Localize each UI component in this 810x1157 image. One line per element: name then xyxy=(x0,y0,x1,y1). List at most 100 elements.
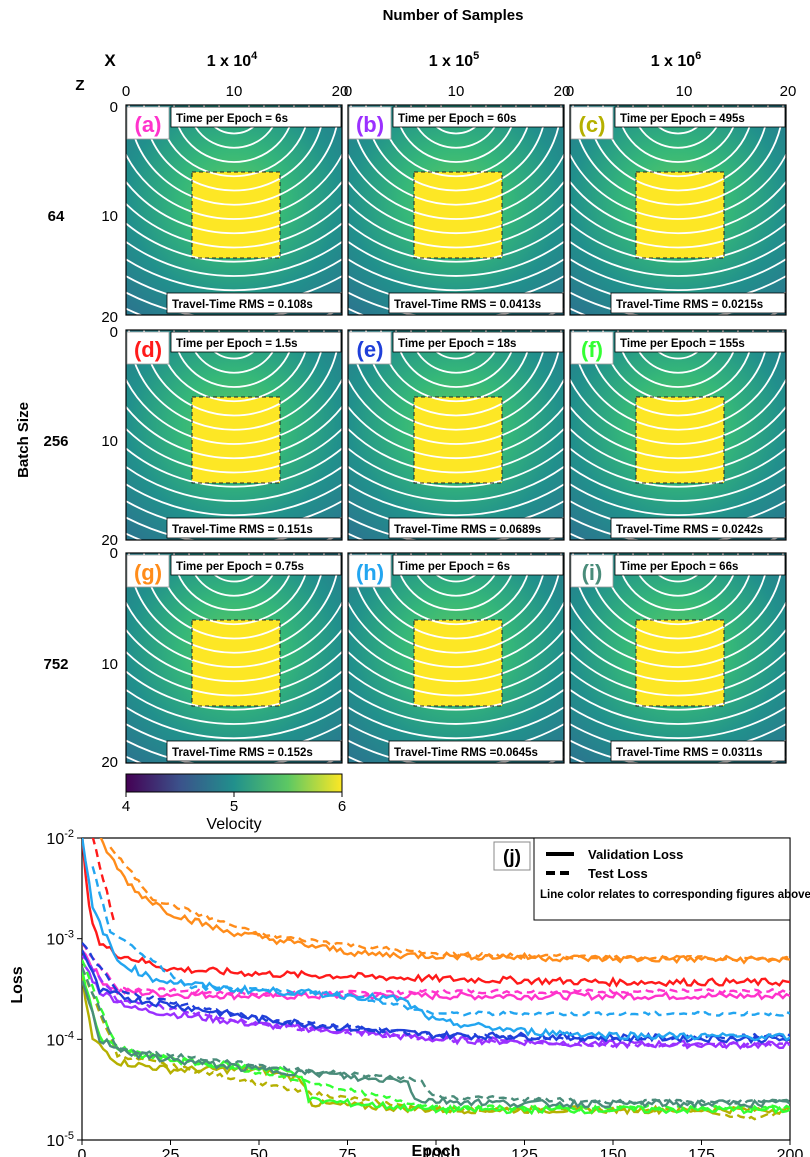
test-loss-line xyxy=(91,866,790,1017)
time-per-epoch-label: Time per Epoch = xyxy=(176,338,275,350)
z-tick-label: 10 xyxy=(101,433,118,450)
rms-box xyxy=(166,740,342,762)
panel-frame xyxy=(569,104,787,316)
x-tick-label: 10 xyxy=(448,83,465,100)
panel-tag: (b) xyxy=(356,112,384,137)
time-per-epoch-box xyxy=(392,331,564,353)
travel-time-rms-label: Travel-Time RMS = xyxy=(394,299,500,311)
legend-validation-label: Validation Loss xyxy=(588,847,683,862)
rms-box xyxy=(388,292,564,314)
panel-tag-j: (j) xyxy=(503,847,521,868)
time-per-epoch: Time per Epoch = 0.75s xyxy=(176,561,304,573)
velocity-panel: (c) Time per Epoch = 495s Travel-Time RMS … xyxy=(569,104,787,316)
test-loss-line xyxy=(109,846,790,962)
panel-frame xyxy=(347,329,565,541)
loss-series-group xyxy=(82,838,790,1121)
row-label-3: 752 xyxy=(43,656,68,673)
travel-time-rms: Travel-Time RMS =0.0645s xyxy=(394,747,538,759)
travel-time-rms-label: Travel-Time RMS = xyxy=(394,524,500,536)
anomaly-outline xyxy=(635,396,725,484)
x-tick-label: 200 xyxy=(777,1147,804,1157)
x-tick-label: 150 xyxy=(600,1147,627,1157)
travel-time-rms-value: 0.0645s xyxy=(496,747,538,759)
time-per-epoch-box xyxy=(614,554,786,576)
z-tick-label: 20 xyxy=(101,309,118,326)
travel-time-rms-label: Travel-Time RMS = xyxy=(616,747,722,759)
panel-grid: (a) Time per Epoch = 6s Travel-Time RMS = … xyxy=(125,104,787,764)
rms-box xyxy=(610,292,786,314)
x-tick-label: 25 xyxy=(162,1147,180,1157)
travel-time-rms-value: 0.0413s xyxy=(500,299,542,311)
x-tick-label: 75 xyxy=(339,1147,357,1157)
validation-loss-line xyxy=(82,838,790,988)
travel-time-rms-value: 0.0311s xyxy=(722,747,763,759)
panel-frame xyxy=(125,552,343,764)
rms-box xyxy=(166,517,342,539)
time-per-epoch-label: Time per Epoch = xyxy=(620,338,719,350)
time-per-epoch-box xyxy=(614,331,786,353)
panel-tag: (h) xyxy=(356,560,384,585)
panel-frame xyxy=(347,104,565,316)
wavefront-contours xyxy=(348,105,564,315)
travel-time-rms-label: Travel-Time RMS = xyxy=(172,524,278,536)
colorbar-gradient xyxy=(125,773,343,793)
panel-tag: (e) xyxy=(357,337,384,362)
time-per-epoch-label: Time per Epoch = xyxy=(176,561,275,573)
time-per-epoch-label: Time per Epoch = xyxy=(176,113,275,125)
colorbar-label: Velocity xyxy=(206,816,261,833)
legend: (j) Validation Loss Test Loss Line color… xyxy=(493,837,810,921)
travel-time-rms-label: Travel-Time RMS = xyxy=(394,747,497,759)
panel-tag-box xyxy=(126,554,170,588)
rms-box xyxy=(388,740,564,762)
panel-tag-box xyxy=(348,106,392,140)
anomaly-outline xyxy=(413,171,503,259)
time-per-epoch: Time per Epoch = 495s xyxy=(620,113,745,125)
panel-tag: (c) xyxy=(579,112,606,137)
x-axis-label: Epoch xyxy=(412,1143,461,1157)
top-title: Number of Samples xyxy=(383,7,524,24)
time-per-epoch-value: 0.75s xyxy=(275,561,304,573)
z-tick-label: 0 xyxy=(110,324,118,341)
column-headers: 1 x 104 1 x 105 1 x 106 xyxy=(207,50,702,70)
loss-axes: 0 25 50 75 100 125 150 175 200 10-5 10-4 10-3 10-2 xyxy=(46,828,803,1157)
colorbar-tick: 6 xyxy=(338,798,346,815)
x-tick-labels: 0 10 20 0 10 20 0 10 20 xyxy=(122,83,797,100)
panel-frame xyxy=(347,552,565,764)
panel-tag-j-box xyxy=(493,841,531,871)
anomaly-outline xyxy=(413,619,503,707)
time-per-epoch-box xyxy=(170,331,342,353)
row-axis-title: Batch Size xyxy=(15,402,32,478)
travel-time-rms-value: 0.0215s xyxy=(722,299,764,311)
z-tick-label: 10 xyxy=(101,208,118,225)
panel-tag-box xyxy=(348,554,392,588)
z-tick-label: 0 xyxy=(110,99,118,116)
panel-tag: (d) xyxy=(134,337,162,362)
panel-tag-box xyxy=(126,331,170,365)
row-label-2: 256 xyxy=(43,433,68,450)
rms-box xyxy=(610,517,786,539)
x-tick-label: 10 xyxy=(226,83,243,100)
x-tick-label: 100 xyxy=(423,1147,450,1157)
x-axis-symbol: X xyxy=(104,51,116,70)
time-per-epoch-value: 155s xyxy=(719,338,745,350)
x-tick-label: 20 xyxy=(554,83,571,100)
panel-frame xyxy=(125,104,343,316)
time-per-epoch: Time per Epoch = 60s xyxy=(398,113,516,125)
legend-note: Line color relates to corresponding figu… xyxy=(540,889,810,901)
travel-time-rms: Travel-Time RMS = 0.0413s xyxy=(394,299,541,311)
time-per-epoch-value: 18s xyxy=(497,338,516,350)
time-per-epoch-label: Time per Epoch = xyxy=(398,113,497,125)
travel-time-rms: Travel-Time RMS = 0.152s xyxy=(172,747,313,759)
anomaly-outline xyxy=(635,171,725,259)
panel-tag-box xyxy=(570,106,614,140)
x-tick-label: 125 xyxy=(511,1147,538,1157)
loss-chart: 0 25 50 75 100 125 150 175 200 10-5 10-4 10-3 10-2 E… xyxy=(9,828,810,1157)
velocity-panel: (g) Time per Epoch = 0.75s Travel-Time RMS… xyxy=(125,552,343,764)
panel-tag-box xyxy=(348,331,392,365)
travel-time-rms: Travel-Time RMS = 0.151s xyxy=(172,524,313,536)
panel-tag-box xyxy=(570,554,614,588)
x-tick-label: 0 xyxy=(344,83,352,100)
z-tick-label: 10 xyxy=(101,656,118,673)
panel-frame xyxy=(125,329,343,541)
